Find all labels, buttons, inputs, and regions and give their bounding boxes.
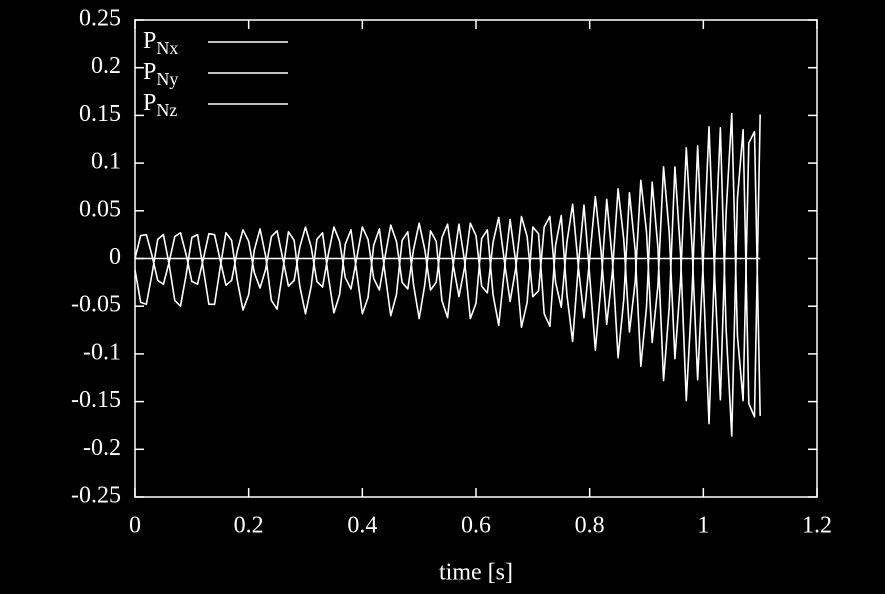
y-tick-label: 0.2 xyxy=(91,53,121,79)
legend-label: PNz xyxy=(143,90,177,121)
legend-entry: PNx xyxy=(143,28,288,59)
legend-subscript: Ny xyxy=(156,69,178,89)
y-tick-label: 0.25 xyxy=(79,6,121,32)
legend-label: PNx xyxy=(143,28,178,59)
series-line xyxy=(134,114,761,437)
x-tick-label: 0 xyxy=(129,513,141,539)
y-tick-label: -0.1 xyxy=(83,339,121,365)
legend-entry: PNz xyxy=(143,90,288,121)
x-tick-label: 0.4 xyxy=(347,513,377,539)
y-tick-label: 0.05 xyxy=(79,196,121,222)
y-tick-label: 0.15 xyxy=(79,101,121,127)
series-line xyxy=(134,112,761,416)
x-tick-label: 0.2 xyxy=(234,513,264,539)
legend-name: P xyxy=(143,28,156,54)
y-tick-label: 0.1 xyxy=(91,149,121,175)
legend-label: PNy xyxy=(143,59,178,90)
x-tick-label: 1.2 xyxy=(802,513,832,539)
legend-entry: PNy xyxy=(143,59,288,90)
x-axis-label: time [s] xyxy=(439,560,513,586)
legend-name: P xyxy=(143,59,156,85)
legend-subscript: Nz xyxy=(156,100,177,120)
y-tick-label: -0.05 xyxy=(71,292,121,318)
x-tick-label: 1 xyxy=(697,513,709,539)
x-tick-label: 0.8 xyxy=(575,513,605,539)
y-tick-label: -0.2 xyxy=(83,435,121,461)
y-tick-label: 0 xyxy=(109,244,121,270)
legend-name: P xyxy=(143,90,156,116)
y-tick-label: -0.25 xyxy=(71,483,121,509)
y-tick-label: -0.15 xyxy=(71,387,121,413)
x-tick-label: 0.6 xyxy=(461,513,491,539)
legend-subscript: Nx xyxy=(156,38,178,58)
